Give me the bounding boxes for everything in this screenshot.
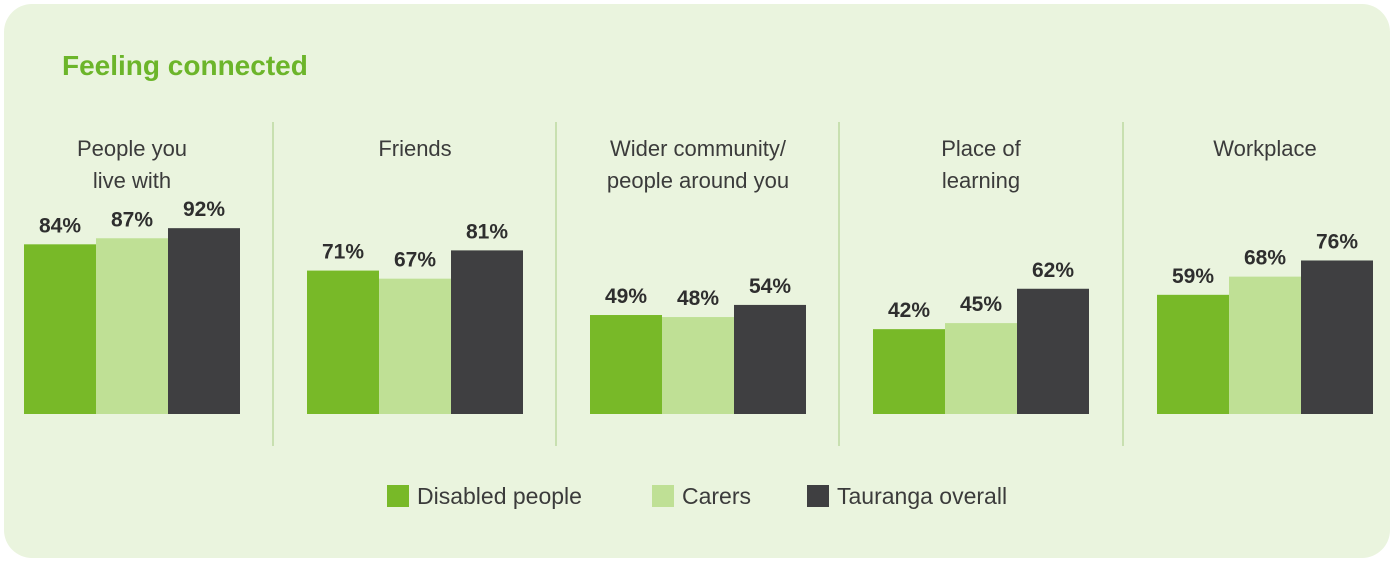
category-label-people-you-live-with: People you live with [77, 136, 187, 193]
bar-carers-3 [662, 317, 734, 414]
value-label-disabled-people-3: 49% [605, 285, 647, 308]
bar-tauranga-overall-5 [1301, 260, 1373, 414]
legend-item-disabled-people: Disabled people [387, 478, 582, 514]
bar-disabled-people-1 [24, 244, 96, 414]
bar-tauranga-overall-3 [734, 304, 806, 414]
bar-tauranga-overall-4 [1017, 288, 1089, 414]
legend-item-carers: Carers [652, 478, 751, 514]
value-label-tauranga-overall-3: 54% [749, 275, 791, 298]
legend-label-carers: Carers [682, 482, 752, 509]
value-label-tauranga-overall-1: 92% [183, 198, 225, 221]
value-label-carers-3: 48% [677, 287, 719, 310]
bar-disabled-people-2 [307, 270, 379, 414]
value-label-carers-1: 87% [111, 208, 153, 231]
bar-carers-5 [1229, 276, 1301, 414]
bar-disabled-people-3 [590, 315, 662, 414]
bar-carers-4 [945, 323, 1017, 414]
value-label-carers-2: 67% [394, 249, 436, 272]
legend-swatch-carers [652, 485, 674, 507]
category-label-place-of-learning: Place of learning [941, 136, 1021, 193]
value-label-tauranga-overall-4: 62% [1032, 259, 1074, 282]
value-label-disabled-people-5: 59% [1172, 265, 1214, 288]
category-label-wider-community-people-around-you: Wider community/people around you [607, 136, 789, 193]
category-label-friends: Friends [378, 136, 451, 161]
bar-carers-1 [96, 238, 168, 414]
legend-swatch-disabled-people [387, 485, 409, 507]
value-label-disabled-people-2: 71% [322, 241, 364, 264]
legend-label-tauranga-overall: Tauranga overall [837, 482, 1008, 509]
value-label-disabled-people-1: 84% [39, 214, 81, 237]
category-label-workplace: Workplace [1213, 136, 1317, 161]
legend-item-tauranga-overall: Tauranga overall [807, 478, 1007, 514]
value-label-tauranga-overall-5: 76% [1316, 230, 1358, 253]
legend-label-disabled-people: Disabled people [417, 482, 582, 509]
bar-disabled-people-5 [1157, 294, 1229, 414]
legend-swatch-tauranga-overall [807, 485, 829, 507]
chart-title: Feeling connected [62, 50, 308, 81]
bar-tauranga-overall-1 [168, 228, 240, 414]
value-label-carers-4: 45% [960, 293, 1002, 316]
bar-tauranga-overall-2 [451, 250, 523, 414]
legend: Disabled people Carers Tauranga overall [0, 478, 1394, 514]
bar-carers-2 [379, 278, 451, 414]
value-label-carers-5: 68% [1244, 247, 1286, 270]
value-label-tauranga-overall-2: 81% [466, 220, 508, 243]
bar-disabled-people-4 [873, 329, 945, 414]
value-label-disabled-people-4: 42% [888, 299, 930, 322]
